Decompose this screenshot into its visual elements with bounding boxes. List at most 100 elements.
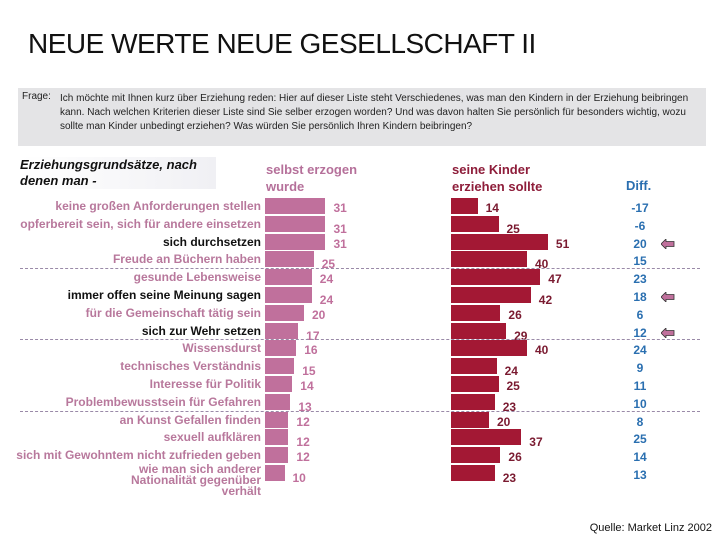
bar-self	[265, 304, 304, 321]
left-arrow-icon	[660, 325, 675, 343]
bar-kids	[451, 465, 495, 481]
source-note: Quelle: Market Linz 2002	[589, 522, 712, 534]
bar-self	[265, 447, 289, 464]
value-kids: 26	[508, 450, 522, 465]
diff-value: 23	[633, 272, 647, 287]
bar-kids	[451, 447, 501, 464]
diff-header: Diff.	[626, 178, 652, 193]
value-self: 14	[300, 379, 314, 393]
category-label: gesunde Lebensweise	[133, 270, 261, 285]
diff-value: 25	[633, 432, 647, 447]
category-label: sich zur Wehr setzen	[141, 323, 261, 338]
value-kids: 51	[555, 236, 570, 251]
diff-value: 14	[633, 450, 647, 465]
diff-value: 13	[633, 468, 647, 482]
value-kids: 42	[538, 293, 553, 307]
diff-value: 20	[633, 236, 647, 251]
bar-self	[265, 322, 299, 339]
value-self: 12	[296, 414, 310, 429]
value-self: 24	[319, 293, 334, 307]
category-label: wie man sich anderer Nationalität gegenü…	[130, 462, 261, 498]
bar-kids	[451, 269, 541, 286]
diff-value: 15	[633, 254, 647, 269]
value-kids: 26	[508, 307, 522, 322]
bar-self	[265, 251, 314, 268]
bar-self	[265, 411, 289, 428]
diff-value: -17	[631, 201, 649, 215]
value-kids: 20	[497, 414, 511, 429]
bar-kids	[451, 198, 478, 214]
value-kids: 37	[529, 435, 543, 450]
category-label: opferbereit sein, sich für andere einset…	[20, 216, 261, 231]
bar-self	[265, 358, 295, 375]
bar-self	[265, 269, 312, 286]
bar-kids	[451, 358, 497, 375]
bar-self	[265, 198, 326, 214]
group-divider	[20, 410, 700, 412]
series-header-self: selbst erzogen wurde	[266, 162, 358, 194]
bar-self	[265, 429, 289, 446]
category-label: sich mit Gewohntem nicht zufrieden geben	[16, 448, 261, 463]
diff-value: 6	[636, 307, 644, 322]
value-kids: 40	[535, 343, 549, 358]
left-arrow-icon	[660, 236, 675, 254]
bar-kids	[451, 233, 548, 250]
diff-value: 24	[633, 343, 647, 358]
value-kids: 40	[535, 257, 549, 272]
value-self: 10	[292, 471, 306, 485]
bar-kids	[451, 322, 507, 339]
bar-kids	[451, 340, 527, 357]
diff-value: -6	[634, 218, 646, 233]
value-self: 25	[321, 257, 336, 272]
category-label: an Kunst Gefallen finden	[119, 412, 261, 427]
value-self: 12	[296, 435, 310, 450]
bar-self	[265, 465, 285, 481]
bar-self	[265, 376, 293, 392]
category-label: keine großen Anforderungen stellen	[55, 199, 261, 213]
value-self: 24	[319, 272, 334, 287]
bar-self	[265, 340, 297, 357]
bar-kids	[451, 304, 501, 321]
value-self: 20	[312, 307, 326, 322]
category-label: Interesse für Politik	[149, 377, 261, 391]
value-self: 12	[296, 450, 310, 465]
category-label: Freude an Büchern haben	[112, 252, 261, 267]
value-self: 15	[302, 364, 316, 379]
bar-self	[265, 393, 291, 410]
category-header: Erziehungsgrundsätze, nach denen man -	[20, 157, 216, 189]
value-kids: 25	[506, 379, 520, 393]
question-label: Frage:	[22, 91, 51, 102]
group-divider	[20, 268, 700, 270]
category-label: Problembewusstsein für Gefahren	[65, 394, 261, 409]
value-self: 31	[333, 236, 347, 251]
value-kids: 24	[504, 364, 518, 379]
question-box: Frage: Ich möchte mit Ihnen kurz über Er…	[18, 88, 706, 146]
bar-kids	[451, 215, 499, 232]
value-kids: 47	[548, 272, 562, 287]
series-header-kids: seine Kinder erziehen sollte	[452, 162, 543, 194]
bar-kids	[451, 429, 522, 446]
value-self: 17	[306, 328, 320, 343]
left-arrow-icon	[660, 289, 675, 307]
value-kids: 14	[485, 201, 499, 215]
bar-kids	[451, 393, 495, 410]
bar-kids	[451, 251, 527, 268]
value-self: 31	[333, 201, 347, 215]
category-label: immer offen seine Meinung sagen	[67, 288, 261, 302]
diff-value: 11	[633, 379, 647, 393]
value-self: 13	[298, 399, 312, 414]
category-label: für die Gemeinschaft tätig sein	[85, 305, 261, 320]
diff-value: 9	[636, 361, 644, 376]
bar-kids	[451, 411, 489, 428]
diff-value: 18	[633, 290, 647, 304]
value-kids: 23	[502, 399, 517, 414]
bar-self	[265, 233, 326, 250]
value-kids: 25	[506, 221, 520, 236]
question-text: Ich möchte mit Ihnen kurz über Erziehung…	[60, 93, 689, 132]
category-label: Wissensdurst	[182, 341, 261, 356]
bar-kids	[451, 376, 499, 392]
bar-kids	[451, 287, 531, 303]
category-label: technisches Verständnis	[120, 359, 261, 374]
diff-value: 8	[636, 414, 644, 429]
value-kids: 23	[502, 471, 517, 485]
